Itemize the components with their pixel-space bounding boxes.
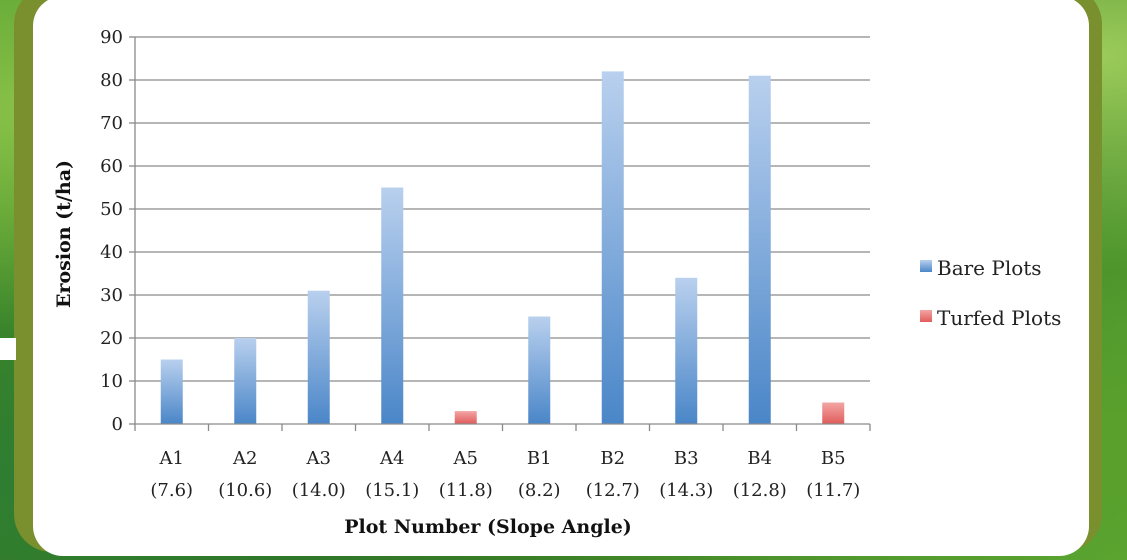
x-tick-label: A3 [306,448,331,469]
x-tick-label: A2 [232,448,257,469]
y-tick-label: 80 [100,70,123,91]
x-tick-sublabel: (14.3) [659,480,713,501]
x-tick-label: B1 [527,448,552,469]
y-tick-label: 50 [100,199,123,220]
legend-swatch-bare [920,260,932,272]
x-tick-label: B2 [600,448,625,469]
legend-label-bare: Bare Plots [937,256,1042,280]
y-axis-title: Erosion (t/ha) [53,160,75,308]
bar-bare-a1 [160,359,183,424]
bar-bare-b4 [748,75,771,424]
x-tick-sublabel: (12.8) [733,480,787,501]
x-tick-label: B5 [821,448,846,469]
labels-group: 0 10 20 30 40 50 60 70 80 90 A1 (7.6) A2 (10.6) A3 (14.… [100,27,860,501]
x-tick-sublabel: (11.7) [806,480,860,501]
legend: Bare Plots Turfed Plots [920,256,1061,330]
y-tick-label: 0 [112,414,123,435]
y-tick-label: 20 [100,328,123,349]
bar-bare-b1 [528,316,551,424]
bar-bare-b3 [675,277,698,424]
x-tick-sublabel: (11.8) [439,480,493,501]
x-tick-label: A5 [453,448,478,469]
bar-turfed-b5 [822,402,845,424]
axes-group [129,36,871,431]
y-tick-label: 30 [100,285,123,306]
grid-lines [135,36,870,382]
y-tick-label: 10 [100,371,123,392]
bars-group [160,71,845,425]
y-tick-label: 40 [100,242,123,263]
bar-bare-a2 [234,338,257,424]
bar-bare-a3 [307,290,330,424]
legend-swatch-turfed [920,310,932,322]
bar-turfed-a5 [454,411,477,424]
y-tick-label: 60 [100,156,123,177]
x-tick-label: B3 [674,448,699,469]
x-tick-label: A1 [159,448,184,469]
chart-panel [33,0,1089,556]
bar-bare-a4 [381,187,404,424]
x-tick-sublabel: (14.0) [292,480,346,501]
x-tick-sublabel: (7.6) [150,480,193,501]
x-axis-title: Plot Number (Slope Angle) [344,516,632,538]
legend-label-turfed: Turfed Plots [937,306,1061,330]
x-tick-sublabel: (12.7) [586,480,640,501]
x-tick-sublabel: (15.1) [365,480,419,501]
x-tick-sublabel: (8.2) [518,480,561,501]
y-tick-label: 70 [100,113,123,134]
x-tick-label: B4 [747,448,772,469]
x-tick-sublabel: (10.6) [218,480,272,501]
bar-bare-b2 [601,71,624,425]
y-tick-label: 90 [100,27,123,48]
x-tick-label: A4 [379,448,404,469]
left-tab-marker [0,338,16,360]
